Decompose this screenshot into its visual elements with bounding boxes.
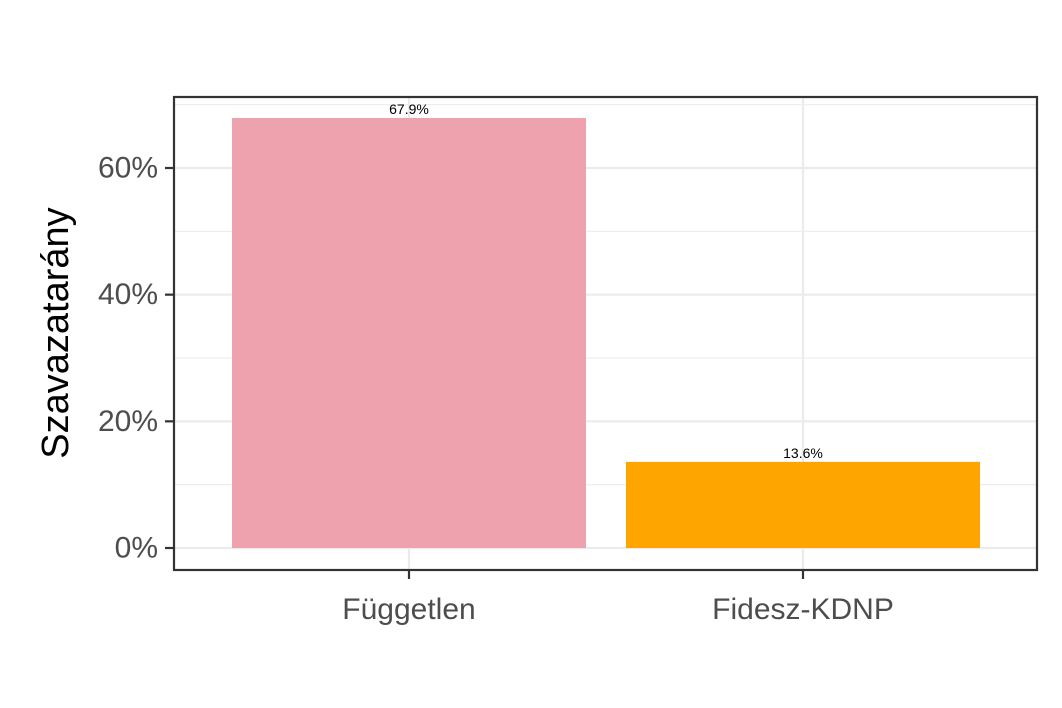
- y-tick-label: 60%: [98, 152, 158, 185]
- bars: [232, 117, 980, 548]
- x-tick-label: Fidesz-KDNP: [712, 593, 894, 626]
- data-labels: 67.9% 13.6%: [389, 101, 823, 461]
- plot-border: [172, 95, 1039, 572]
- y-tick-label: 40%: [98, 278, 158, 311]
- bar-data-label: 67.9%: [389, 101, 429, 117]
- bar: [232, 117, 586, 548]
- y-axis-title: Szavazatarány: [35, 207, 77, 458]
- bar: [626, 461, 980, 548]
- y-tick-label: 20%: [98, 405, 158, 438]
- x-tick-label: Független: [342, 593, 475, 626]
- y-tick-label: 0%: [115, 532, 158, 565]
- bar-data-label: 13.6%: [783, 445, 823, 461]
- y-axis: 0% 20% 40% 60%: [98, 152, 174, 565]
- x-axis: Független Fidesz-KDNP: [342, 570, 894, 626]
